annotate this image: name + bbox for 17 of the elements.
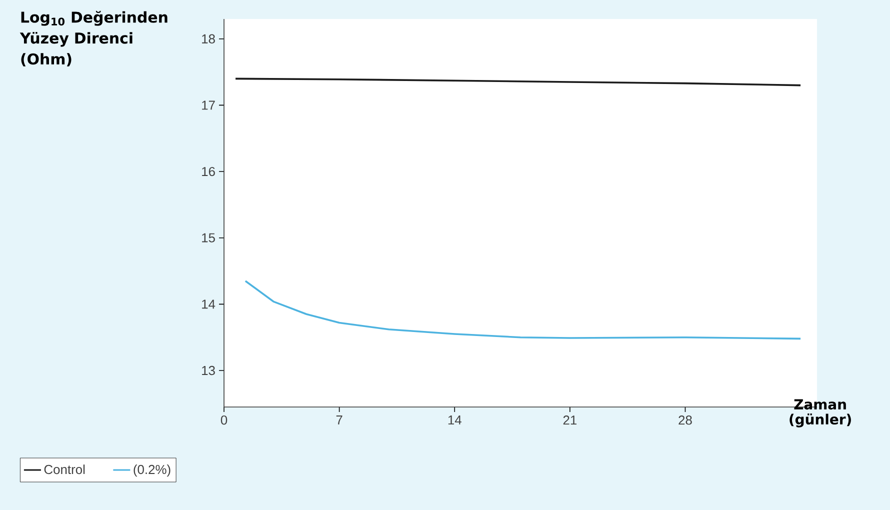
y-tick-label: 18 <box>202 34 215 44</box>
x-tick-label: 14 <box>448 416 462 424</box>
legend-label: (0.2%) <box>134 464 170 477</box>
legend-label: Control <box>44 464 85 474</box>
y-tick-label: 16 <box>202 166 215 176</box>
y-tick-label: 17 <box>202 100 215 110</box>
y-tick-label: 14 <box>202 300 216 309</box>
line-series <box>244 280 802 340</box>
y-tick-label: 15 <box>202 233 215 242</box>
y-axis-title: Log$_{10}$ Değerinden Yüzey Direnci (Ohm) <box>20 10 168 66</box>
x-axis-title: Zaman (günler) <box>790 399 851 428</box>
y-tick-label: 13 <box>202 366 215 376</box>
x-tick-label: 0 <box>220 416 228 425</box>
x-tick-label: 21 <box>563 416 576 425</box>
x-tick-label: 7 <box>336 416 342 424</box>
line-series <box>234 78 802 86</box>
x-tick-label: 28 <box>678 416 692 425</box>
